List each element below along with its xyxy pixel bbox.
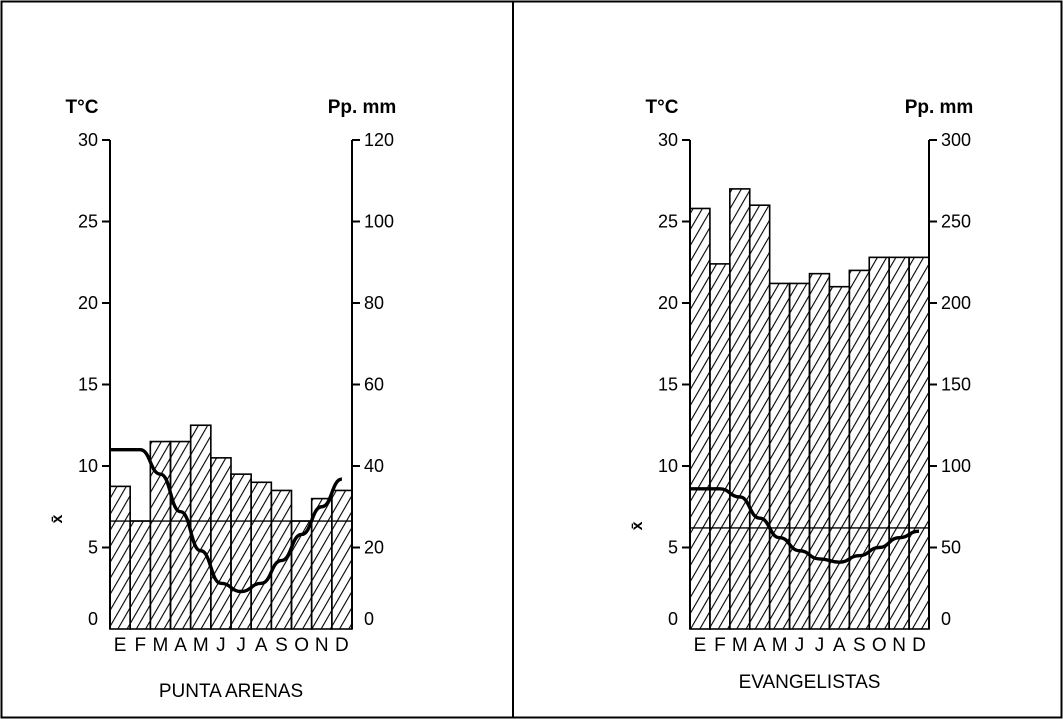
right-tick-label: 100 — [941, 456, 971, 476]
right-tick-label: 100 — [364, 212, 394, 232]
month-label: J — [216, 635, 226, 656]
precip-bar — [689, 207, 711, 630]
precip-bar — [868, 256, 890, 630]
left-tick-label: 15 — [658, 375, 678, 395]
right-tick-label: 0 — [941, 609, 951, 629]
left-tick-label: 0 — [88, 609, 98, 629]
mean-label: x̄ — [629, 521, 646, 530]
month-label: M — [193, 635, 209, 656]
right-tick-label: 200 — [941, 293, 971, 313]
month-label: J — [236, 635, 246, 656]
temperature-line — [110, 447, 343, 594]
month-label: O — [294, 635, 309, 656]
month-label: N — [315, 635, 329, 656]
right-tick-label: 50 — [941, 538, 961, 558]
month-label: M — [732, 635, 748, 656]
right-axis-title: Pp. mm — [328, 97, 397, 118]
left-tick-label: 15 — [78, 375, 98, 395]
month-label: O — [872, 635, 887, 656]
precip-bar — [109, 485, 131, 630]
month-label: A — [753, 635, 766, 656]
precip-bar — [888, 256, 910, 630]
month-label: E — [694, 635, 707, 656]
right-tick-label: 80 — [364, 293, 384, 313]
precip-bar — [848, 269, 871, 630]
precip-bar — [250, 481, 273, 630]
left-tick-label: 30 — [78, 130, 98, 150]
station-name: EVANGELISTAS — [739, 672, 881, 693]
left-tick-label: 5 — [88, 538, 98, 558]
left-tick-label: 20 — [658, 293, 678, 313]
month-label: M — [772, 635, 788, 656]
precip-bar — [129, 520, 152, 630]
chart-punta-arenas: x̄ 0 5 10 15 20 25 30 0 20 40 60 80 100 120 T°C Pp. mm E F… — [49, 97, 396, 702]
left-axis-title: T°C — [646, 97, 679, 118]
temperature-line — [690, 487, 920, 564]
right-tick-label: 40 — [364, 456, 384, 476]
left-tick-label: 20 — [78, 293, 98, 313]
left-tick-label: 25 — [78, 212, 98, 232]
month-label: D — [912, 635, 926, 656]
station-name: PUNTA ARENAS — [159, 681, 303, 702]
right-tick-label: 250 — [941, 212, 971, 232]
left-tick-label: 10 — [658, 456, 678, 476]
precip-bar — [908, 256, 930, 630]
month-label: A — [174, 635, 187, 656]
mean-label: x̄ — [49, 514, 66, 523]
precip-bar — [169, 440, 192, 630]
month-label: F — [134, 635, 146, 656]
precip-bar — [189, 424, 212, 630]
precip-bar — [210, 457, 232, 630]
precip-bar — [230, 473, 252, 630]
precip-bar — [808, 272, 831, 630]
left-tick-label: 0 — [668, 609, 678, 629]
right-tick-label: 20 — [364, 538, 384, 558]
precip-bar — [729, 188, 751, 630]
month-label: A — [255, 635, 268, 656]
left-tick-label: 25 — [658, 212, 678, 232]
left-tick-label: 5 — [668, 538, 678, 558]
left-axis-title: T°C — [66, 97, 99, 118]
month-label: S — [853, 635, 866, 656]
precip-bar — [748, 204, 771, 630]
month-label: J — [795, 635, 805, 656]
right-tick-label: 300 — [941, 130, 971, 150]
left-tick-label: 30 — [658, 130, 678, 150]
month-label: D — [335, 635, 349, 656]
precip-bar — [331, 489, 353, 630]
right-tick-label: 120 — [364, 130, 394, 150]
month-label: E — [114, 635, 127, 656]
right-tick-label: 60 — [364, 375, 384, 395]
month-label: N — [892, 635, 906, 656]
month-label: A — [833, 635, 846, 656]
right-tick-label: 0 — [364, 609, 374, 629]
month-label: J — [815, 635, 825, 656]
precip-bar — [310, 497, 333, 630]
month-label: F — [714, 635, 726, 656]
precip-bar — [828, 285, 851, 630]
precip-bar — [768, 282, 791, 630]
precip-bar — [709, 263, 731, 630]
right-axis-title: Pp. mm — [905, 97, 974, 118]
right-tick-label: 150 — [941, 375, 971, 395]
month-label: S — [275, 635, 288, 656]
left-tick-label: 10 — [78, 456, 98, 476]
month-label: M — [153, 635, 169, 656]
precip-bar — [788, 282, 811, 630]
